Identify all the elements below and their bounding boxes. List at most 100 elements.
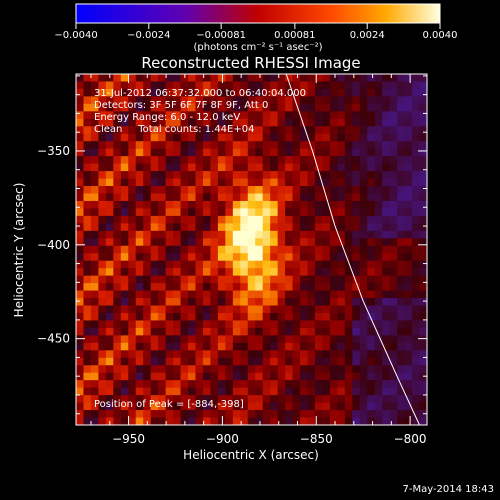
heatmap-cell	[217, 275, 226, 284]
heatmap-cell	[150, 290, 159, 299]
heatmap-cell	[90, 215, 99, 224]
heatmap-cell	[262, 126, 271, 135]
heatmap-cell	[195, 350, 204, 359]
heatmap-cell	[217, 208, 226, 217]
heatmap-cell	[165, 402, 174, 411]
heatmap-cell	[352, 410, 361, 418]
heatmap-cell	[359, 208, 368, 217]
heatmap-cell	[158, 312, 167, 321]
heatmap-cell	[404, 350, 413, 359]
heatmap-cell	[165, 215, 174, 224]
heatmap-cell	[83, 223, 92, 232]
heatmap-cell	[352, 417, 361, 425]
heatmap-cell	[277, 365, 286, 374]
heatmap-cell	[173, 260, 181, 269]
heatmap-cell	[255, 118, 264, 127]
heatmap-cell	[225, 298, 234, 306]
heatmap-cell	[113, 186, 122, 194]
heatmap-cell	[285, 141, 293, 150]
heatmap-cell	[419, 380, 427, 389]
heatmap-cell	[120, 305, 129, 314]
heatmap-cell	[307, 223, 316, 232]
heatmap-cell	[255, 380, 264, 389]
heatmap-cell	[412, 283, 420, 291]
heatmap-cell	[389, 215, 398, 224]
heatmap-cell	[322, 88, 331, 97]
heatmap-cell	[165, 141, 174, 150]
heatmap-cell	[247, 74, 256, 82]
heatmap-cell	[382, 283, 391, 291]
heatmap-cell	[113, 275, 122, 284]
heatmap-cell	[120, 417, 129, 425]
heatmap-cell	[76, 223, 84, 232]
heatmap-cell	[195, 111, 204, 120]
heatmap-cell	[158, 163, 167, 172]
heatmap-cell	[143, 335, 152, 344]
heatmap-cell	[143, 327, 152, 336]
heatmap-cell	[173, 342, 181, 351]
heatmap-cell	[359, 96, 368, 105]
heatmap-cell	[83, 290, 92, 299]
heatmap-cell	[225, 96, 234, 105]
heatmap-cell	[374, 230, 383, 239]
heatmap-cell	[225, 260, 234, 269]
heatmap-cell	[307, 350, 316, 359]
heatmap-cell	[240, 88, 249, 97]
heatmap-cell	[412, 380, 420, 389]
heatmap-cell	[128, 298, 137, 306]
heatmap-cell	[307, 96, 316, 105]
heatmap-cell	[277, 81, 286, 90]
heatmap-cell	[76, 268, 84, 277]
heatmap-cell	[128, 215, 137, 224]
heatmap-cell	[344, 156, 353, 165]
heatmap-cell	[120, 141, 129, 150]
heatmap-cell	[300, 103, 308, 112]
heatmap-cell	[314, 320, 323, 329]
heatmap-cell	[382, 74, 391, 82]
heatmap-cell	[300, 327, 308, 336]
heatmap-cell	[270, 283, 279, 291]
heatmap-cell	[240, 350, 249, 359]
heatmap-cell	[322, 253, 331, 262]
heatmap-cell	[128, 163, 137, 172]
heatmap-cell	[352, 387, 361, 396]
heatmap-cell	[210, 402, 219, 411]
heatmap-cell	[329, 230, 338, 239]
heatmap-cell	[210, 81, 219, 90]
heatmap-cell	[374, 141, 383, 150]
heatmap-cell	[113, 178, 122, 187]
heatmap-cell	[367, 417, 376, 425]
heatmap-cell	[150, 275, 159, 284]
heatmap-cell	[180, 268, 189, 277]
heatmap-cell	[240, 372, 249, 381]
heatmap-cell	[135, 96, 144, 105]
heatmap-cell	[195, 230, 204, 239]
heatmap-cell	[374, 171, 383, 179]
heatmap-cell	[285, 410, 293, 418]
heatmap-cell	[404, 118, 413, 127]
heatmap-cell	[150, 335, 159, 344]
heatmap-cell	[210, 417, 219, 425]
heatmap-cell	[180, 320, 189, 329]
heatmap-cell	[419, 365, 427, 374]
heatmap-cell	[150, 260, 159, 269]
heatmap-cell	[329, 238, 338, 247]
heatmap-cell	[389, 327, 398, 336]
heatmap-cell	[262, 96, 271, 105]
heatmap-cell	[188, 372, 196, 381]
heatmap-cell	[195, 88, 204, 97]
heatmap-cell	[300, 74, 308, 82]
heatmap-cell	[285, 230, 293, 239]
heatmap-cell	[382, 320, 391, 329]
heatmap-cell	[158, 171, 167, 179]
heatmap-cell	[389, 380, 398, 389]
heatmap-cell	[270, 372, 279, 381]
heatmap-cell	[344, 357, 353, 366]
chart-title: Reconstructed RHESSI Image	[141, 54, 360, 72]
heatmap-cell	[247, 342, 256, 351]
heatmap-cell	[277, 342, 286, 351]
heatmap-cell	[300, 88, 308, 97]
heatmap-cell	[419, 230, 427, 239]
heatmap-cell	[344, 320, 353, 329]
heatmap-cell	[382, 238, 391, 247]
